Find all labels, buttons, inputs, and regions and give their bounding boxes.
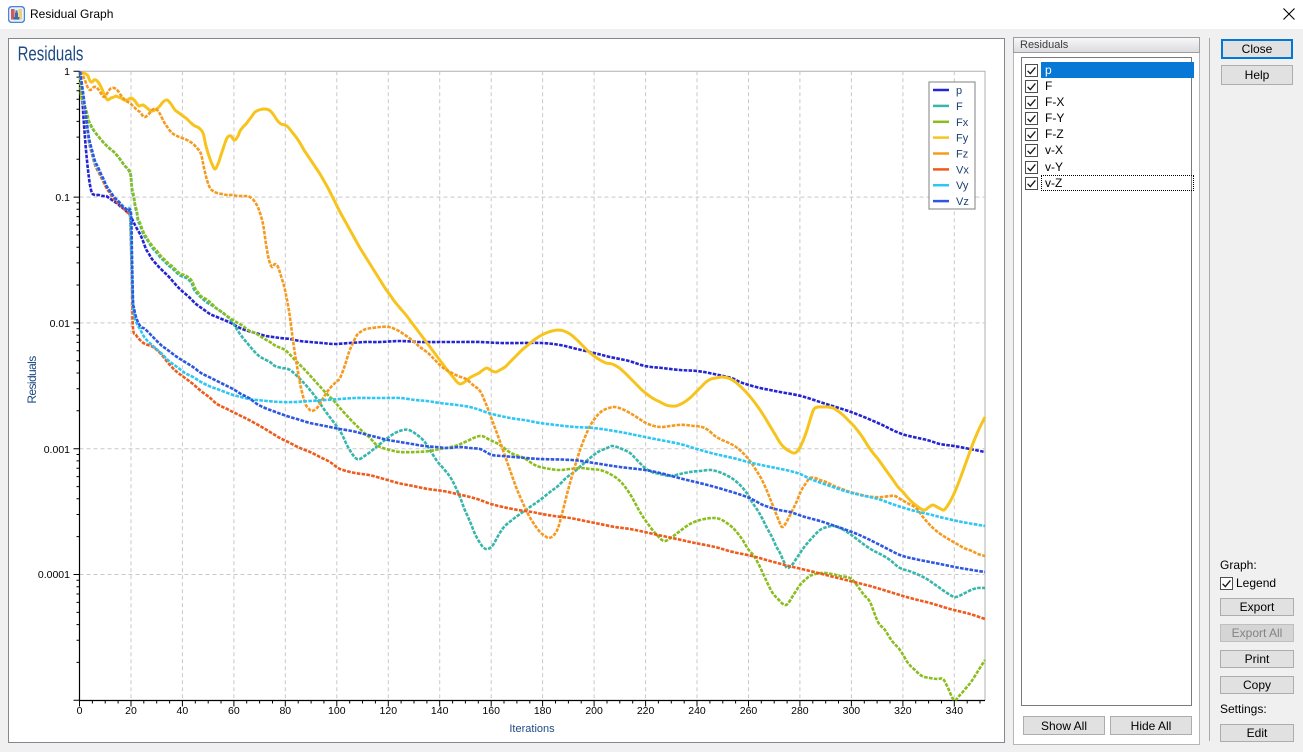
svg-text:Vx: Vx [956, 164, 969, 176]
svg-text:p: p [956, 85, 962, 97]
svg-text:40: 40 [177, 705, 189, 717]
svg-text:320: 320 [894, 705, 912, 717]
svg-text:F: F [956, 101, 963, 113]
svg-text:Residuals: Residuals [18, 42, 84, 65]
svg-text:0.01: 0.01 [50, 318, 71, 330]
svg-text:140: 140 [431, 705, 449, 717]
svg-text:Residuals: Residuals [25, 356, 39, 404]
svg-text:200: 200 [585, 705, 603, 717]
svg-text:Fx: Fx [956, 117, 969, 129]
svg-text:1: 1 [64, 66, 70, 78]
svg-text:Fy: Fy [956, 133, 969, 145]
svg-text:220: 220 [637, 705, 655, 717]
svg-text:20: 20 [125, 705, 137, 717]
svg-text:240: 240 [688, 705, 706, 717]
svg-text:Vz: Vz [956, 196, 969, 208]
svg-text:Fz: Fz [956, 149, 968, 161]
svg-text:100: 100 [328, 705, 346, 717]
svg-text:280: 280 [791, 705, 809, 717]
svg-text:80: 80 [279, 705, 291, 717]
svg-text:340: 340 [946, 705, 964, 717]
svg-text:Iterations: Iterations [509, 723, 555, 735]
svg-text:60: 60 [228, 705, 240, 717]
svg-text:300: 300 [843, 705, 861, 717]
svg-text:260: 260 [740, 705, 758, 717]
svg-text:0.0001: 0.0001 [38, 569, 70, 581]
svg-text:0.001: 0.001 [44, 444, 70, 456]
svg-text:120: 120 [380, 705, 398, 717]
svg-text:160: 160 [482, 705, 500, 717]
svg-text:0.1: 0.1 [55, 192, 70, 204]
svg-text:180: 180 [534, 705, 552, 717]
svg-text:Vy: Vy [956, 180, 969, 192]
svg-text:0: 0 [77, 705, 83, 717]
